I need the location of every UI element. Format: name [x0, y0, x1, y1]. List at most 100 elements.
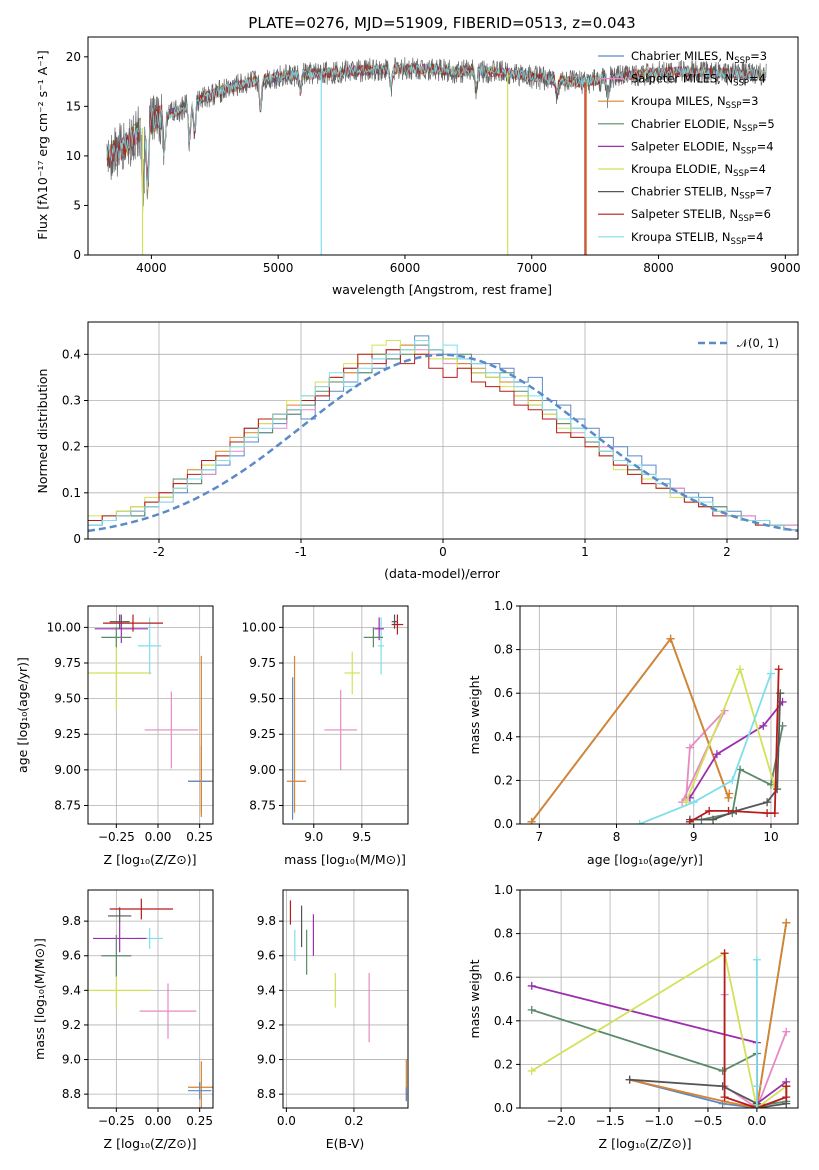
y-tick-label: 0.0 — [494, 817, 513, 831]
y-tick-label: 8.8 — [62, 1087, 81, 1101]
weight-marker — [689, 798, 698, 807]
y-tick-label: 9.4 — [257, 983, 276, 997]
axes-frame — [282, 889, 409, 1109]
y-tick-label: 1.0 — [494, 883, 513, 897]
weight-marker — [774, 665, 783, 674]
y-tick-label: 0.8 — [494, 643, 513, 657]
weight-marker — [527, 981, 536, 990]
y-tick-label: 9.8 — [257, 914, 276, 928]
legend-label: Chabrier STELIB, NSSP=7 — [631, 185, 772, 202]
x-tick-label: 9.5 — [352, 830, 371, 844]
age-vs-metallicity-ylabel: age [log₁₀(age/yr)] — [15, 657, 30, 773]
plot-area — [106, 57, 767, 255]
age-vs-mass-xlabel: mass [log₁₀(M/M⊙)] — [284, 852, 406, 867]
legend-label: Salpeter ELODIE, NSSP=4 — [631, 139, 774, 156]
y-tick-label: 9.2 — [62, 1018, 81, 1032]
histogram-step — [88, 340, 798, 539]
weight-marker — [782, 918, 791, 927]
axes-frame — [87, 889, 214, 1109]
weight-line — [681, 709, 726, 803]
plot-area — [289, 900, 407, 1102]
age-vs-metallicity-plot: −0.25 0.00 0.25 8.75 9.00 9.25 9.50 9.75 10.00 — [47, 605, 214, 844]
x-tick-label: 9 — [690, 830, 698, 844]
y-tick-label: 9.50 — [54, 692, 81, 706]
weight-marker — [773, 785, 782, 794]
axes-frame — [519, 605, 799, 825]
weight-marker — [527, 1066, 536, 1075]
weight-line — [689, 669, 780, 823]
weight-vs-metallicity-ylabel: mass weight — [467, 959, 482, 1038]
x-tick-label: 9000 — [770, 261, 801, 275]
weight-marker — [709, 815, 718, 824]
x-tick-label: 0.25 — [186, 830, 213, 844]
spectrum-line — [106, 62, 767, 210]
x-tick-label: −0.5 — [693, 1114, 722, 1128]
weight-marker — [625, 1075, 634, 1084]
x-tick-label: −1.0 — [644, 1114, 673, 1128]
y-tick-label: 10.00 — [47, 620, 81, 634]
y-tick-label: 9.50 — [249, 692, 276, 706]
y-tick-label: 9.25 — [249, 727, 276, 741]
plot-area — [286, 614, 404, 820]
weight-marker — [685, 817, 694, 824]
weight-marker — [728, 776, 737, 785]
weight-marker — [782, 1093, 791, 1102]
x-tick-label: −2.0 — [547, 1114, 576, 1128]
y-tick-label: 9.00 — [249, 763, 276, 777]
y-tick-label: 5 — [73, 198, 81, 212]
weight-marker — [736, 665, 745, 674]
weight-marker — [752, 1082, 761, 1091]
legend-label: Salpeter STELIB, NSSP=6 — [631, 207, 771, 224]
y-tick-label: 10.00 — [242, 620, 276, 634]
x-tick-label: 7000 — [516, 261, 547, 275]
plot-area — [527, 918, 791, 1108]
x-tick-label: 1 — [581, 545, 589, 559]
weight-marker — [763, 798, 772, 807]
spectrum-ylabel: Flux [fλ10⁻¹⁷ erg cm⁻² s⁻¹ A⁻¹] — [35, 50, 50, 239]
axes-frame — [87, 36, 799, 256]
y-tick-label: 0.1 — [62, 486, 81, 500]
mass-vs-extinction-xlabel: E(B-V) — [326, 1136, 365, 1151]
y-tick-label: 1.0 — [494, 599, 513, 613]
x-tick-label: 0.0 — [277, 1114, 296, 1128]
spectrum-line — [106, 63, 767, 200]
y-tick-label: 9.75 — [249, 656, 276, 670]
weight-marker — [724, 806, 733, 815]
x-tick-label: 0.0 — [747, 1114, 766, 1128]
spectrum-xlabel: wavelength [Angstrom, rest frame] — [332, 282, 552, 297]
y-tick-label: 9.8 — [62, 914, 81, 928]
weight-marker — [766, 669, 775, 678]
y-tick-label: 9.00 — [54, 763, 81, 777]
weight-marker — [752, 955, 761, 964]
x-tick-label: -2 — [153, 545, 165, 559]
weight-line — [689, 701, 784, 799]
weight-marker — [712, 750, 721, 759]
histogram-step — [88, 349, 798, 539]
weight-marker — [705, 806, 714, 815]
weight-marker — [759, 721, 768, 730]
y-tick-label: 0.3 — [62, 393, 81, 407]
x-tick-label: 5000 — [263, 261, 294, 275]
plot-area — [88, 335, 798, 539]
x-tick-label: 0.00 — [145, 830, 172, 844]
axes-frame — [87, 605, 214, 825]
axes-frame — [282, 605, 409, 825]
spectrum-plot: 4000 5000 6000 7000 8000 9000 0 5 10 15 20 — [66, 36, 801, 275]
plot-area — [88, 898, 213, 1108]
x-tick-label: 7 — [535, 830, 543, 844]
x-tick-label: 2 — [723, 545, 731, 559]
weight-marker — [763, 809, 772, 818]
y-tick-label: 0.6 — [494, 970, 513, 984]
y-tick-label: 9.0 — [257, 1053, 276, 1067]
y-tick-label: 10 — [66, 149, 81, 163]
weight-marker — [736, 765, 745, 774]
y-tick-label: 0.6 — [494, 686, 513, 700]
y-tick-label: 0 — [73, 248, 81, 262]
x-tick-label: 6000 — [390, 261, 421, 275]
weight-marker — [666, 634, 675, 643]
x-tick-label: −1.5 — [595, 1114, 624, 1128]
weight-line — [639, 673, 772, 824]
x-tick-label: −0.25 — [98, 830, 135, 844]
y-tick-label: 8.75 — [54, 798, 81, 812]
